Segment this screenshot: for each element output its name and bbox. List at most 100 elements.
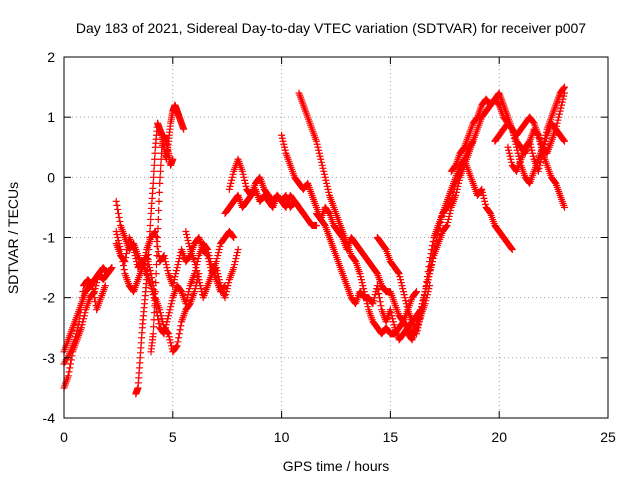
data-point (421, 288, 429, 296)
data-point (131, 252, 139, 260)
data-point (229, 170, 237, 178)
data-point (508, 245, 516, 253)
data-point (357, 276, 365, 284)
y-tick-label: -4 (43, 410, 56, 426)
data-point (481, 197, 489, 205)
data-point (553, 119, 561, 127)
data-point (535, 164, 543, 172)
data-point (89, 286, 97, 294)
y-tick-label: 1 (47, 109, 55, 125)
data-point (402, 297, 410, 305)
data-point (526, 137, 534, 145)
y-tick-label: 2 (47, 49, 55, 65)
data-point (165, 333, 173, 341)
data-point (526, 140, 534, 148)
data-point (196, 279, 204, 287)
data-point (486, 208, 494, 216)
data-point (445, 212, 453, 220)
x-tick-label: 5 (169, 429, 177, 445)
data-point (146, 221, 154, 229)
data-point (447, 206, 455, 214)
data-point (162, 261, 170, 269)
data-point (90, 294, 98, 302)
data-point (77, 300, 85, 308)
data-point (205, 252, 213, 260)
data-point (146, 227, 154, 235)
data-point (65, 368, 73, 376)
data-point (117, 246, 125, 254)
data-point (362, 294, 370, 302)
data-point (455, 179, 463, 187)
data-point (161, 255, 169, 263)
data-point (397, 276, 405, 284)
data-point (241, 176, 249, 184)
data-point (360, 288, 368, 296)
data-point (193, 270, 201, 278)
data-point (185, 240, 193, 248)
data-point (154, 234, 162, 241)
data-point (150, 323, 158, 331)
data-point (223, 285, 231, 293)
data-point (560, 83, 568, 91)
data-point (420, 294, 428, 302)
data-point (164, 267, 172, 275)
data-point (72, 330, 80, 338)
data-point (176, 326, 184, 334)
data-point (196, 282, 204, 290)
data-point (419, 297, 427, 305)
series-arc6 (112, 227, 203, 356)
data-point (241, 179, 249, 187)
data-point (360, 285, 368, 293)
axis-ticks: 0 5 10 15 20 25 -4 -3 -2 -1 0 1 2 (43, 49, 616, 445)
data-point (381, 245, 389, 253)
x-tick-label: 25 (600, 429, 616, 445)
data-point (425, 273, 433, 281)
data-point (446, 209, 454, 217)
data-point (452, 191, 460, 199)
data-point (436, 221, 444, 229)
data-point (182, 227, 190, 235)
data-point (507, 155, 515, 163)
data-point (157, 155, 165, 163)
data-point (506, 152, 514, 160)
data-point (214, 249, 222, 257)
data-point (193, 267, 201, 275)
data-point (513, 146, 521, 154)
data-point (66, 364, 74, 372)
data-point (373, 269, 381, 277)
data-point (555, 113, 563, 121)
data-point (159, 321, 167, 329)
data-point (169, 155, 177, 163)
data-point (534, 167, 542, 175)
data-point (557, 104, 565, 112)
data-point (172, 343, 180, 351)
data-point (479, 188, 487, 196)
x-tick-label: 15 (383, 429, 399, 445)
data-point (185, 243, 193, 251)
data-point (390, 321, 398, 329)
data-point (452, 188, 460, 196)
data-point (314, 143, 322, 151)
data-point (422, 285, 430, 293)
data-point (438, 212, 446, 220)
data-point (454, 182, 462, 190)
data-point (150, 173, 158, 181)
data-point (528, 146, 536, 154)
data-point (115, 240, 123, 248)
data-point (145, 240, 153, 248)
data-point (402, 300, 410, 308)
data-point (167, 303, 175, 311)
data-point (214, 273, 222, 281)
data-point (386, 306, 394, 314)
data-point (442, 222, 450, 230)
data-point (537, 158, 545, 166)
data-point (158, 315, 166, 323)
data-point (542, 134, 550, 142)
series-arc13 (295, 89, 421, 338)
data-point (214, 252, 222, 260)
data-point (152, 232, 160, 240)
data-point (394, 269, 402, 277)
data-point (80, 315, 88, 323)
data-point (375, 290, 383, 298)
